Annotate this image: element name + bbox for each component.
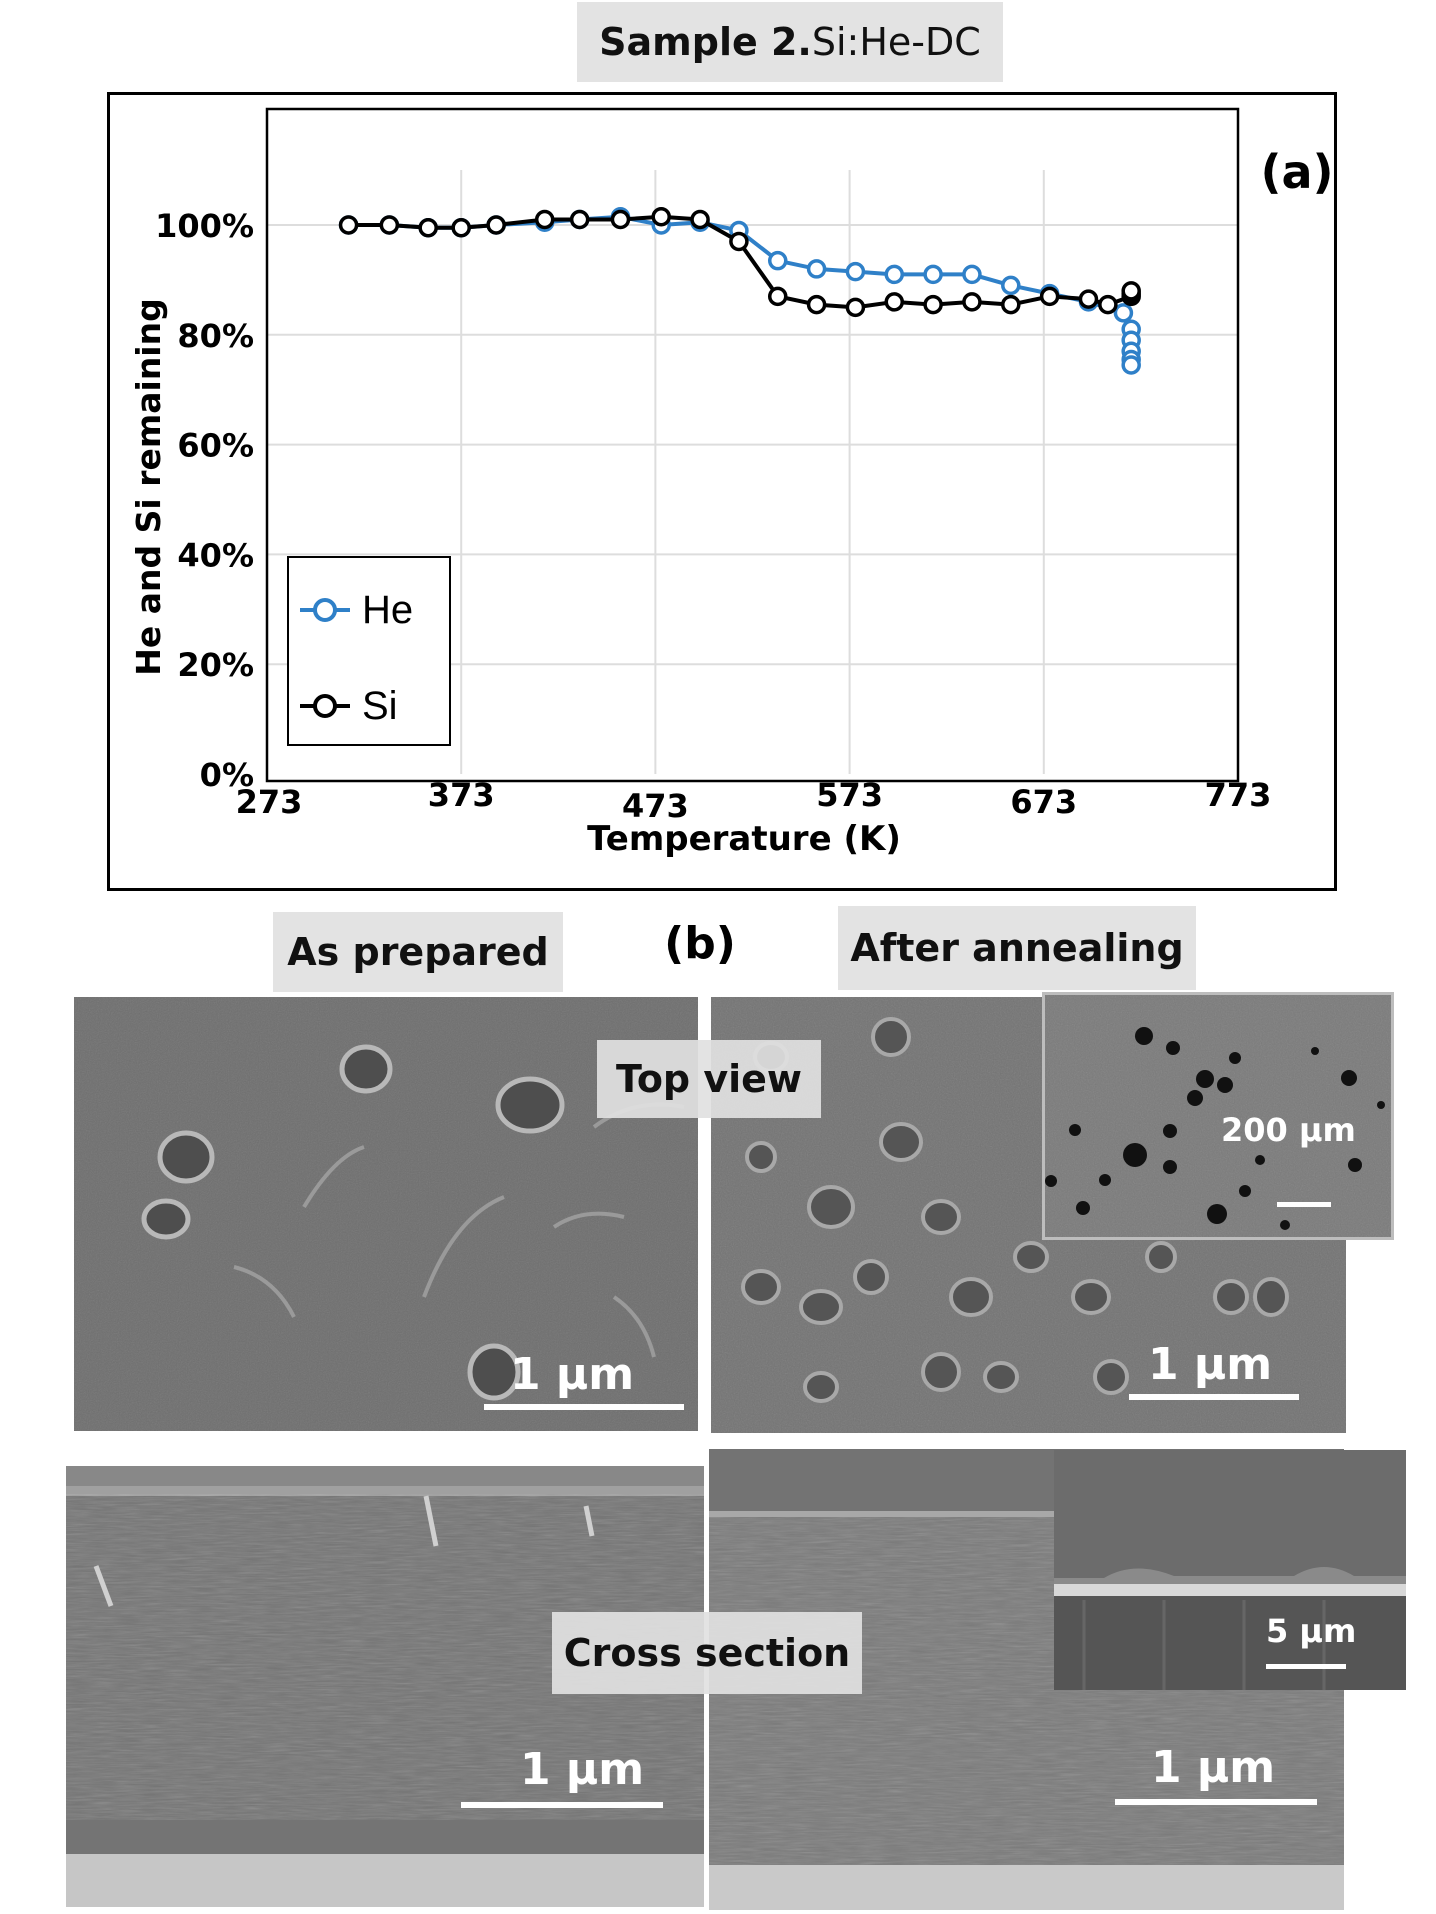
y-tick-label: 80% <box>177 317 254 355</box>
scale-bar-1 <box>484 1404 684 1410</box>
series-layer <box>338 207 1141 375</box>
scale-text-1: 1 μm <box>510 1349 635 1400</box>
scale-text-4: 1 μm <box>1151 1742 1276 1793</box>
sem-cross-as-prepared: 1 μm <box>66 1466 704 1907</box>
data-point-si <box>690 209 710 230</box>
data-point-si <box>610 209 631 230</box>
plot-area-border <box>265 107 1240 783</box>
data-point-si <box>729 231 749 252</box>
sem-inset-cross: 5 μm <box>1054 1450 1406 1690</box>
data-point-si <box>451 217 471 238</box>
data-point-si <box>923 294 943 315</box>
legend-box <box>287 556 451 746</box>
sem-inset-cross-texture <box>1054 1450 1406 1690</box>
y-tick-label: 20% <box>177 646 254 684</box>
scale-bar-3 <box>461 1802 663 1808</box>
data-point-he <box>962 264 982 285</box>
data-point-si <box>1039 286 1060 307</box>
x-tick-label: 473 <box>622 787 689 825</box>
x-tick-label: 373 <box>428 776 495 814</box>
as-prepared-label: As prepared <box>273 912 563 992</box>
sem-top-as-prepared: 1 μm <box>74 997 698 1431</box>
sem-cross-as-prepared-texture <box>66 1466 704 1907</box>
data-point-he <box>884 264 905 285</box>
data-point-si <box>1121 281 1141 301</box>
scale-bar-2 <box>1129 1394 1299 1400</box>
tick-labels: 273 373 473 573 673 773 0% 20% 40% 60% 80% 100% <box>155 207 1271 825</box>
y-axis-label: He and Si remaining <box>129 298 168 675</box>
data-point-he <box>806 259 827 279</box>
sample-title-bold: Sample 2. <box>599 20 812 64</box>
legend-he-marker <box>313 598 337 622</box>
data-point-si <box>845 297 866 318</box>
x-tick-label: 273 <box>236 783 303 821</box>
data-point-si <box>1001 294 1021 315</box>
panel-a-label: (a) <box>1260 145 1333 199</box>
scale-text-5um: 5 μm <box>1266 1612 1357 1650</box>
data-point-he <box>1121 355 1141 375</box>
top-view-label: Top view <box>597 1040 821 1118</box>
data-point-he <box>1001 275 1021 296</box>
y-tick-label: 100% <box>155 207 254 245</box>
after-annealing-label: After annealing <box>838 906 1196 990</box>
y-tick-label: 60% <box>177 427 254 465</box>
chart: 273 373 473 573 673 773 0% 20% 40% 60% 80% 100% (a)… <box>129 107 1334 859</box>
data-point-si <box>1098 294 1118 315</box>
scale-bar-200um <box>1277 1202 1331 1207</box>
sample-title-rest: Si:He-DC <box>811 20 981 64</box>
sample-title: Sample 2. Si:He-DC <box>577 2 1003 82</box>
data-point-si <box>418 217 438 238</box>
y-tick-label: 0% <box>200 756 254 794</box>
data-point-si <box>884 292 905 312</box>
data-point-si <box>569 209 590 230</box>
cross-section-label: Cross section <box>552 1612 862 1694</box>
sem-top-as-prepared-texture <box>74 997 698 1431</box>
scale-bar-5um <box>1266 1664 1346 1669</box>
sem-inset-top-texture <box>1045 995 1391 1237</box>
legend-he-text: He <box>362 588 413 632</box>
data-point-si <box>767 286 788 307</box>
x-tick-label: 773 <box>1205 776 1272 814</box>
x-tick-label: 673 <box>1010 783 1077 821</box>
data-point-si <box>806 294 827 315</box>
data-point-he <box>845 261 866 282</box>
panel-b-label: (b) <box>664 918 736 969</box>
x-axis-label: Temperature (K) <box>587 819 901 859</box>
y-tick-label: 40% <box>177 536 254 574</box>
data-point-si <box>379 215 400 235</box>
data-point-si <box>651 207 671 227</box>
data-point-si <box>962 292 982 312</box>
data-point-si <box>534 209 555 230</box>
legend: He Si <box>287 556 451 746</box>
data-point-si <box>338 215 359 235</box>
scale-text-200um: 200 μm <box>1221 1111 1356 1149</box>
data-point-he <box>767 250 788 271</box>
series-si <box>338 207 1141 318</box>
data-point-he <box>1113 303 1134 323</box>
data-point-he <box>923 264 943 285</box>
legend-si-text: Si <box>362 684 398 728</box>
data-point-si <box>1078 289 1099 309</box>
chart-frame <box>107 92 1337 891</box>
x-tick-label: 573 <box>816 776 883 814</box>
legend-si-marker <box>313 694 337 718</box>
scale-text-2: 1 μm <box>1148 1339 1273 1390</box>
scale-text-3: 1 μm <box>520 1744 645 1795</box>
scale-bar-4 <box>1115 1799 1317 1805</box>
sem-inset-top: 200 μm <box>1042 992 1394 1240</box>
data-point-si <box>486 215 506 235</box>
